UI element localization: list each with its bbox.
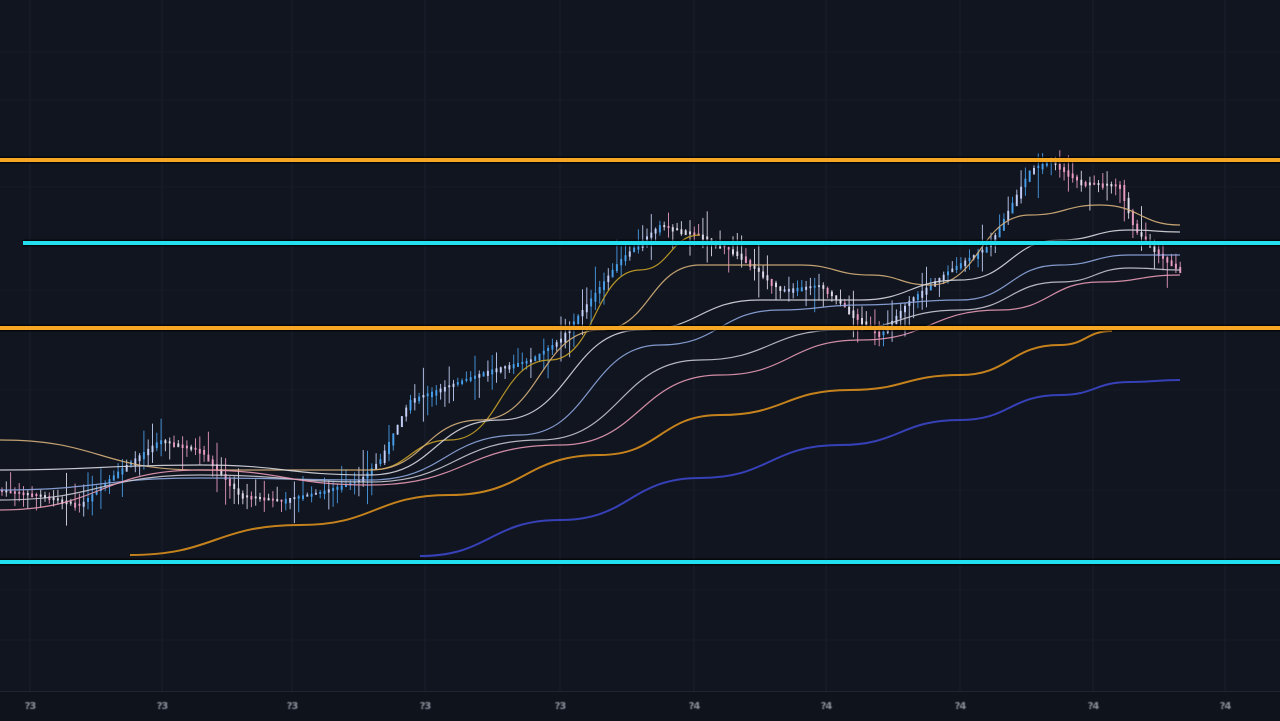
ma-white-2-line	[0, 267, 1181, 501]
x-axis: ?3 ?3 ?3 ?3 ?3 ?4 ?4 ?4 ?4 ?4	[0, 691, 1280, 721]
ma-fast-orange-line	[369, 234, 701, 471]
x-tick-label: ?4	[1087, 701, 1100, 712]
candlestick-chart[interactable]	[0, 0, 1280, 691]
x-tick-label: ?4	[688, 701, 701, 712]
candles	[1, 150, 1182, 526]
x-tick-label: ?4	[820, 701, 833, 712]
x-tick-label: ?4	[1219, 701, 1232, 712]
ma-300-blue-line	[419, 379, 1181, 557]
ma-pink-line	[0, 274, 1181, 511]
x-tick-label: ?3	[24, 701, 37, 712]
grid-lines	[29, 0, 1226, 691]
moving-averages	[0, 204, 1181, 557]
x-tick-label: ?3	[156, 701, 169, 712]
ma-200-orange-line	[129, 330, 1113, 556]
x-tick-label: ?3	[286, 701, 299, 712]
horizontal-levels[interactable]	[0, 156, 1280, 566]
x-tick-label: ?3	[554, 701, 567, 712]
x-tick-label: ?4	[954, 701, 967, 712]
ma-blue-line	[0, 254, 1180, 491]
x-tick-label: ?3	[419, 701, 432, 712]
ma-white-1-line	[0, 229, 1181, 476]
